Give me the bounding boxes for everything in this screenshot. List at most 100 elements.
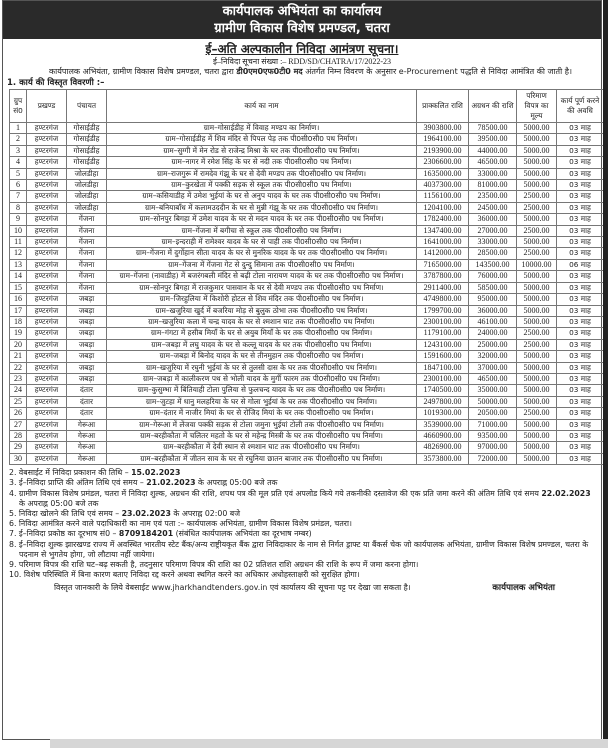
table-row: 8 हण्टरगंज जोलडीहा ग्राम–बनियाबाँध में कलाम… <box>9 201 604 215</box>
cell-estimate: 4660900.00 <box>416 429 469 443</box>
cell-deposit: 78500.00 <box>468 121 517 135</box>
table-row: 30 हण्टरगंज गेरूआ ग्राम–बरहीकौता में जीतन स… <box>9 452 604 466</box>
cell-panchayat: गेंजना <box>66 281 107 295</box>
cell-group-no: 2 <box>9 133 27 146</box>
intro-text-2: अंतर्गत निम्न विवरण के अनुसार e-Procurem… <box>302 67 572 76</box>
col-boq-cost: परिमाण विपत्र का मूल्य <box>516 89 557 123</box>
cell-group-no: 13 <box>9 258 27 272</box>
table-row: 6 हण्टरगंज जोलडीहा ग्राम–कुरखेता में पक्की … <box>9 179 604 192</box>
col-estimate: प्राक्कलित राशि <box>416 89 469 123</box>
division-name: ग्रामीण विकास विशेष प्रमण्डल, चतरा <box>214 21 390 36</box>
cell-work-name: ग्राम–सुग्गी में मेन रोड से राजेन्द्र मि… <box>106 144 417 158</box>
cell-duration: 03 माह <box>556 201 604 215</box>
cell-duration: 03 माह <box>556 179 604 192</box>
cell-work-name: ग्राम–गेरूआ में लेंजवा पक्की सड़क से टोल… <box>106 418 417 431</box>
cell-block: हण्टरगंज <box>26 429 67 443</box>
cell-estimate: 2300100.00 <box>416 315 469 329</box>
cell-estimate: 3539000.00 <box>416 418 469 431</box>
cell-duration: 03 माह <box>556 418 604 431</box>
note-bold: 8709184201 <box>118 529 174 539</box>
table-row: 27 हण्टरगंज गेरूआ ग्राम–गेरूआ में लेंजवा पक… <box>9 418 604 431</box>
cell-block: हण्टरगंज <box>26 144 67 158</box>
cell-group-no: 14 <box>9 270 27 283</box>
cell-group-no: 9 <box>9 213 27 226</box>
cell-boq-cost: 2500.00 <box>516 327 557 340</box>
cell-estimate: 3787800.00 <box>416 270 469 283</box>
cell-duration: 03 माह <box>556 144 604 158</box>
cell-boq-cost: 5000.00 <box>516 372 557 386</box>
works-table: ग्रुप सं0 प्रखण्ड पंचायत कार्य का नाम प्… <box>9 89 604 466</box>
table-row: 4 हण्टरगंज गोसाईडीह ग्राम–नागर में रमेश सिं… <box>9 156 604 169</box>
cell-boq-cost: 5000.00 <box>516 429 557 443</box>
cell-deposit: 44000.00 <box>468 144 517 158</box>
cell-estimate: 1019300.00 <box>416 407 469 420</box>
cell-panchayat: गेरूआ <box>66 452 107 466</box>
cell-block: हण्टरगंज <box>26 361 67 374</box>
note-post: के अपराह्न 05:00 बजे तक <box>19 498 99 508</box>
cell-group-no: 27 <box>9 418 27 431</box>
table-row: 19 हण्टरगंज जबड़ा ग्राम–गंगटा में हसीब मिया… <box>9 327 604 340</box>
cell-group-no: 8 <box>9 201 27 215</box>
cell-estimate: 1964100.00 <box>416 133 469 146</box>
cell-deposit: 143500.00 <box>468 258 517 272</box>
cell-boq-cost: 2500.00 <box>516 201 557 215</box>
cell-panchayat: गेंजना <box>66 236 107 249</box>
cell-work-name: ग्राम–जबड़ा में कालीकरण पथ से भोली यादव … <box>106 372 417 386</box>
table-row: 25 हण्टरगंज दंतार ग्राम–जुटहा में धानु मलहर… <box>9 395 604 409</box>
cell-duration: 03 माह <box>556 236 604 249</box>
cell-group-no: 17 <box>9 304 27 317</box>
cell-estimate: 1204100.00 <box>416 201 469 215</box>
cell-work-name: ग्राम–खजुरिया खुर्द में बजरिया मोड़ से ब… <box>106 304 417 317</box>
cell-boq-cost: 2500.00 <box>516 407 557 420</box>
note-item: 3. ई–निविदा प्राप्ति की अंतिम तिथि एवं स… <box>9 478 595 488</box>
table-row: 2 हण्टरगंज गोसाईडीह ग्राम–गोसाईडीह में शिव … <box>9 133 604 146</box>
cell-panchayat: दंतार <box>66 407 107 420</box>
cell-work-name: ग्राम–गोसाईडीह में विवाह मण्डप का निर्मा… <box>106 121 417 135</box>
cell-estimate: 1641000.00 <box>416 236 469 249</box>
cell-work-name: ग्राम–जुटहा में धानु मलहरिया के घर से गो… <box>106 395 417 409</box>
cell-work-name: ग्राम–राजगुरू में रामदेव गंझू के घर से द… <box>106 167 417 181</box>
cell-deposit: 32000.00 <box>468 350 517 363</box>
cell-group-no: 11 <box>9 236 27 249</box>
cell-deposit: 72000.00 <box>468 452 517 466</box>
cell-work-name: ग्राम–कसियाडीह में उमेश भुईयां के घर से … <box>106 190 417 203</box>
cell-duration: 03 माह <box>556 350 604 363</box>
cell-deposit: 24000.00 <box>468 327 517 340</box>
cell-duration: 03 माह <box>556 384 604 397</box>
footer-text: विस्तृत जानकारी के लिये वेबसाईट www.jhar… <box>54 583 411 593</box>
notice-title: ई–अति अल्पकालीन निविदा आमंत्रण सूचना। <box>205 42 399 56</box>
table-row: 9 हण्टरगंज गेंजना ग्राम–सोनपुर बिगहा में उम… <box>9 213 604 226</box>
cell-block: हण्टरगंज <box>26 384 67 397</box>
cell-duration: 03 माह <box>556 407 604 420</box>
cell-boq-cost: 5000.00 <box>516 133 557 146</box>
note-pre: 3. ई–निविदा प्राप्ति की अंतिम तिथि एवं स… <box>9 478 147 488</box>
cell-block: हण्टरगंज <box>26 213 67 226</box>
cell-block: हण्टरगंज <box>26 304 67 317</box>
note-item: 4. ग्रामीण विकास विशेष प्रमंडल, चतरा में… <box>9 489 595 509</box>
cell-duration: 03 माह <box>556 190 604 203</box>
cell-estimate: 3903800.00 <box>416 121 469 135</box>
cell-block: हण्टरगंज <box>26 156 67 169</box>
table-row: 10 हण्टरगंज गेंजना ग्राम–गेंजना में बगीचा स… <box>9 224 604 238</box>
cell-block: हण्टरगंज <box>26 224 67 238</box>
note-bold: 23.02.2023 <box>121 509 171 518</box>
cell-estimate: 1740500.00 <box>416 384 469 397</box>
cell-estimate: 2911400.00 <box>416 281 469 295</box>
cell-duration: 03 माह <box>556 213 604 226</box>
cell-estimate: 2300100.00 <box>416 372 469 386</box>
table-row: 29 हण्टरगंज गेरूआ ग्राम–बरहीकौता में देवी स… <box>9 441 604 454</box>
table-row: 13 हण्टरगंज गेंजना ग्राम–गेंजना में गेंजना … <box>9 258 604 272</box>
cell-group-no: 23 <box>9 372 27 386</box>
intro-fund: डी0एम0एफ0टी0 मद <box>236 67 303 76</box>
cell-deposit: 71000.00 <box>468 418 517 431</box>
note-pre: 9. परिमाण विपत्र की राशि घट–बढ़ सकती है,… <box>9 560 419 570</box>
intro-text: कार्यपालक अभियंता, ग्रामीण विकास विशेष प… <box>49 67 237 76</box>
cell-estimate: 2497800.00 <box>416 395 469 409</box>
cell-deposit: 25000.00 <box>468 338 517 352</box>
cell-work-name: ग्राम–बरहीकौता में चलितर महतो के घर से म… <box>106 429 417 443</box>
cell-group-no: 26 <box>9 407 27 420</box>
cell-block: हण्टरगंज <box>26 407 67 420</box>
cell-group-no: 12 <box>9 247 27 260</box>
cell-group-no: 5 <box>9 167 27 181</box>
cell-duration: 03 माह <box>556 270 604 283</box>
